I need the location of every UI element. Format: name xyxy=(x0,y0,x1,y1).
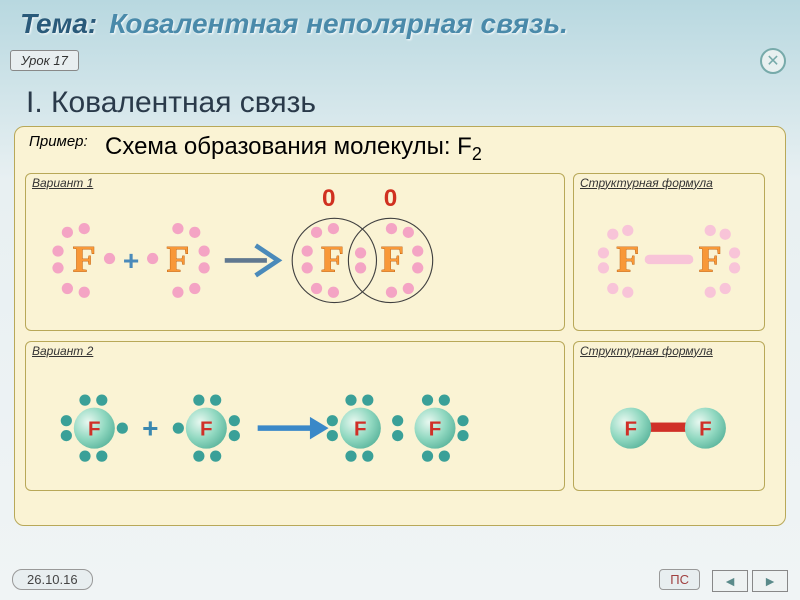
scheme-text: Схема образования молекулы: F2 xyxy=(105,133,775,165)
svg-text:F: F xyxy=(200,417,213,440)
svg-text:F: F xyxy=(73,239,96,280)
svg-text:F: F xyxy=(699,239,722,280)
nav-arrows: ◄ ► xyxy=(712,570,788,592)
atom-f-right: F xyxy=(147,223,210,298)
structural1-box: Структурная формула F F xyxy=(573,173,765,331)
atom-f-left: F xyxy=(52,223,115,298)
variant1-label: Вариант 1 xyxy=(32,176,93,190)
structural1-label: Структурная формула xyxy=(580,176,713,190)
svg-text:F: F xyxy=(699,417,712,440)
next-button[interactable]: ► xyxy=(752,570,788,592)
svg-text:F: F xyxy=(354,417,367,440)
close-button[interactable]: ✕ xyxy=(760,48,786,74)
prev-button[interactable]: ◄ xyxy=(712,570,748,592)
title-bar: Тема: Ковалентная неполярная связь. xyxy=(0,0,800,44)
structural2-box: Структурная формула F F xyxy=(573,341,765,491)
title-text: Ковалентная неполярная связь. xyxy=(109,8,568,40)
plus-symbol: + xyxy=(123,245,139,276)
svg-text:F: F xyxy=(166,239,189,280)
variant2-label: Вариант 2 xyxy=(32,344,93,358)
variant2-diagram: F + F xyxy=(30,346,560,486)
row-variant2: Вариант 2 F + xyxy=(25,341,775,491)
plus-symbol: + xyxy=(142,412,158,443)
svg-text:F: F xyxy=(429,417,442,440)
svg-text:F: F xyxy=(88,417,101,440)
bonded-green-pair: F F xyxy=(327,394,469,461)
svg-text:F: F xyxy=(321,239,344,280)
date-badge: 26.10.16 xyxy=(12,569,93,590)
charge-zero: 0 xyxy=(322,185,336,212)
scheme-prefix: Схема образования молекулы: F xyxy=(105,133,472,160)
atom-green-2: F xyxy=(173,394,240,461)
scheme-subscript: 2 xyxy=(472,144,482,164)
ps-button[interactable]: ПС xyxy=(659,569,700,590)
svg-text:F: F xyxy=(616,239,639,280)
variant1-box: Вариант 1 0 0 F + F xyxy=(25,173,565,331)
structural2-diagram: F F xyxy=(578,346,760,486)
bonded-pair: F F xyxy=(292,218,433,302)
close-icon: ✕ xyxy=(766,51,779,71)
section-heading: I. Ковалентная связь xyxy=(26,86,800,120)
variant1-diagram: 0 0 F + F xyxy=(30,178,560,326)
chevron-right-icon: ► xyxy=(763,573,777,589)
title-label: Тема: xyxy=(20,8,97,40)
charge-zero: 0 xyxy=(384,185,398,212)
structural1-diagram: F F xyxy=(578,178,760,326)
structural2-label: Структурная формула xyxy=(580,344,713,358)
arrow-icon xyxy=(225,245,278,275)
variant2-box: Вариант 2 F + xyxy=(25,341,565,491)
bond-line xyxy=(649,422,688,431)
svg-text:F: F xyxy=(624,417,637,440)
row-variant1: Вариант 1 0 0 F + F xyxy=(25,173,775,331)
svg-text:F: F xyxy=(381,239,404,280)
lesson-badge: Урок 17 xyxy=(10,50,79,71)
chevron-left-icon: ◄ xyxy=(723,573,737,589)
main-panel: Пример: Схема образования молекулы: F2 В… xyxy=(14,126,786,526)
arrow-icon xyxy=(258,417,329,439)
atom-green-1: F xyxy=(61,394,128,461)
example-label: Пример: xyxy=(29,133,88,150)
